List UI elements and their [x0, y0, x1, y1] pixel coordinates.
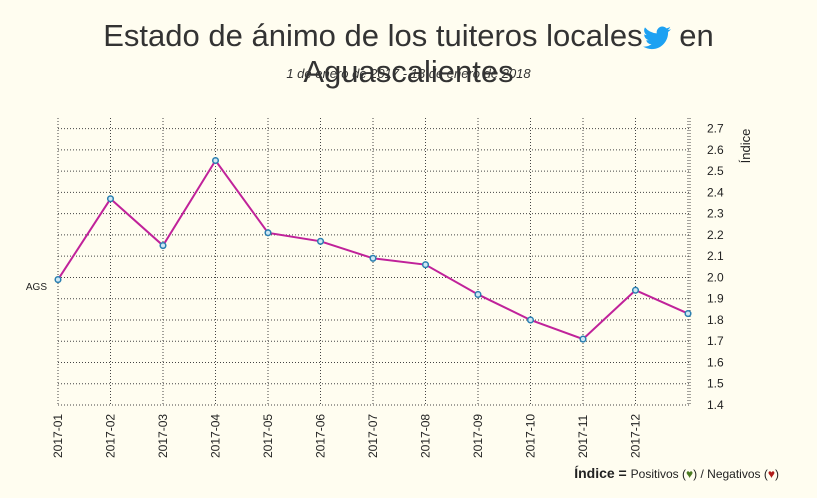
y-tick-label: 2.7 [707, 122, 724, 136]
legend-equals: = [614, 465, 631, 481]
x-tick-labels: 2017-01 2017-02 2017-03 2017-04 2017-05 2017-… [51, 414, 643, 458]
title-text: Estado de ánimo de los tuiteros locales [103, 18, 643, 53]
y-tick-label: 1.7 [707, 334, 724, 348]
bird-negative-icon: ♥ [767, 467, 775, 481]
x-tick-label: 2017-12 [629, 414, 643, 458]
legend-negative-label: Negativos [707, 467, 761, 481]
y-tick-label: 1.9 [707, 292, 724, 306]
data-point [369, 254, 377, 262]
x-tick-label: 2017-11 [576, 415, 590, 458]
y-axis-label: Índice [738, 129, 753, 164]
x-tick-label: 2017-09 [471, 414, 485, 458]
data-point [631, 286, 640, 294]
y-tick-labels: 1.4 1.5 1.6 1.7 1.8 1.9 2.0 2.1 2.2 2.3 2.4 2.5 2.6 2… [707, 122, 724, 412]
x-tick-label: 2017-03 [156, 414, 170, 458]
data-point [211, 156, 220, 165]
y-tick-label: 2.5 [707, 164, 724, 178]
y-tick-label: 2.2 [707, 228, 724, 242]
x-tick-label: 2017-10 [524, 414, 538, 458]
data-point [316, 237, 325, 245]
y-tick-label: 2.4 [707, 185, 724, 199]
x-tick-label: 2017-06 [314, 414, 328, 458]
x-tick-label: 2017-01 [51, 414, 65, 458]
legend-index-label: Índice [574, 465, 615, 481]
data-point [159, 242, 167, 250]
data-point [54, 276, 62, 284]
x-tick-label: 2017-08 [419, 414, 433, 458]
series-layer [54, 156, 692, 343]
series-start-label: AGS [26, 282, 47, 293]
data-point [684, 310, 692, 318]
y-tick-label: 1.8 [707, 313, 724, 327]
twitter-bird-icon [642, 26, 671, 49]
data-point [106, 195, 115, 203]
bird-positive-icon: ♥ [686, 467, 694, 481]
x-tick-label: 2017-07 [366, 414, 380, 458]
y-tick-label: 2.6 [707, 143, 724, 157]
x-tick-label: 2017-05 [261, 414, 275, 458]
data-point [526, 316, 535, 324]
data-point [474, 290, 482, 299]
chart-subtitle: 1 de enero de 2017 - 18 de enero de 2018 [286, 66, 531, 81]
data-point [421, 261, 430, 269]
chart-title: Estado de ánimo de los tuiteros locales … [0, 18, 817, 90]
y-tick-label: 1.4 [707, 398, 724, 412]
legend-separator: / [697, 467, 708, 481]
legend: Índice = Positivos (♥) / Negativos (♥) [574, 465, 779, 481]
legend-positive-label: Positivos [630, 467, 679, 481]
data-point [579, 335, 587, 343]
x-tick-label: 2017-04 [209, 414, 223, 458]
y-tick-label: 1.5 [707, 377, 724, 391]
data-point [264, 229, 272, 237]
y-tick-label: 1.6 [707, 355, 724, 369]
x-tick-label: 2017-02 [104, 414, 118, 458]
title-suffix: en Aguascalientes [303, 18, 714, 89]
y-tick-label: 2.1 [707, 249, 724, 263]
y-tick-label: 2.3 [707, 207, 724, 221]
y-tick-label: 2.0 [707, 270, 724, 284]
